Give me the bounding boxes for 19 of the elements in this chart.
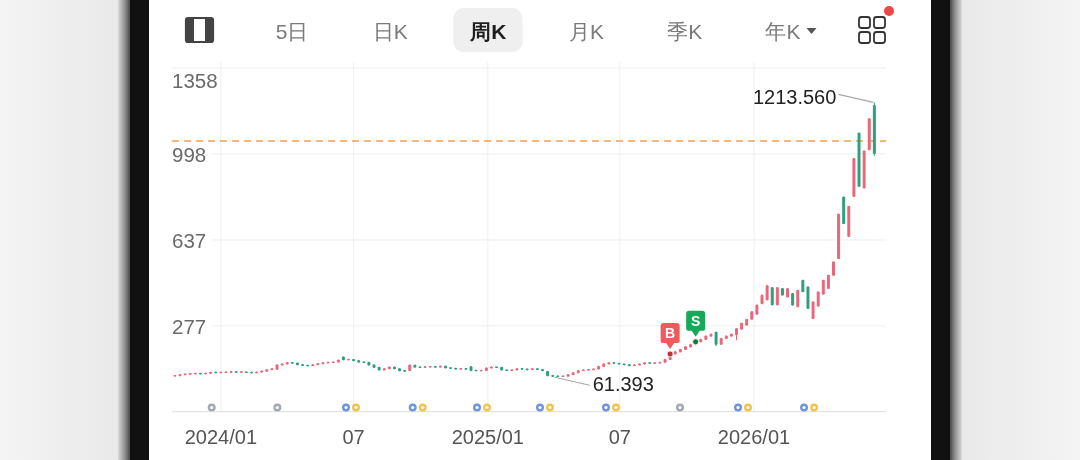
x-tick-label: 2024/01 [184,426,258,448]
annotation: 61.393 [592,373,654,396]
text: 日K [372,19,408,43]
y-tick-label: 998 [172,143,207,167]
y-tick-label: 637 [172,229,207,253]
x-tick-label: 07 [608,426,631,448]
text: 月K [569,19,605,43]
text: 5日 [275,19,309,43]
text: 季K [667,19,703,43]
x-tick-label: 2025/01 [451,426,524,448]
annotation: S [690,313,701,330]
text: 周K [469,19,507,43]
text: 年K [765,19,801,43]
y-tick-label: 277 [172,315,207,339]
y-tick-label: 1358 [172,69,218,93]
annotation: 1213.560 [752,86,837,109]
x-tick-label: 07 [342,426,365,448]
x-tick-label: 2026/01 [717,426,791,448]
annotation: B [665,325,676,342]
